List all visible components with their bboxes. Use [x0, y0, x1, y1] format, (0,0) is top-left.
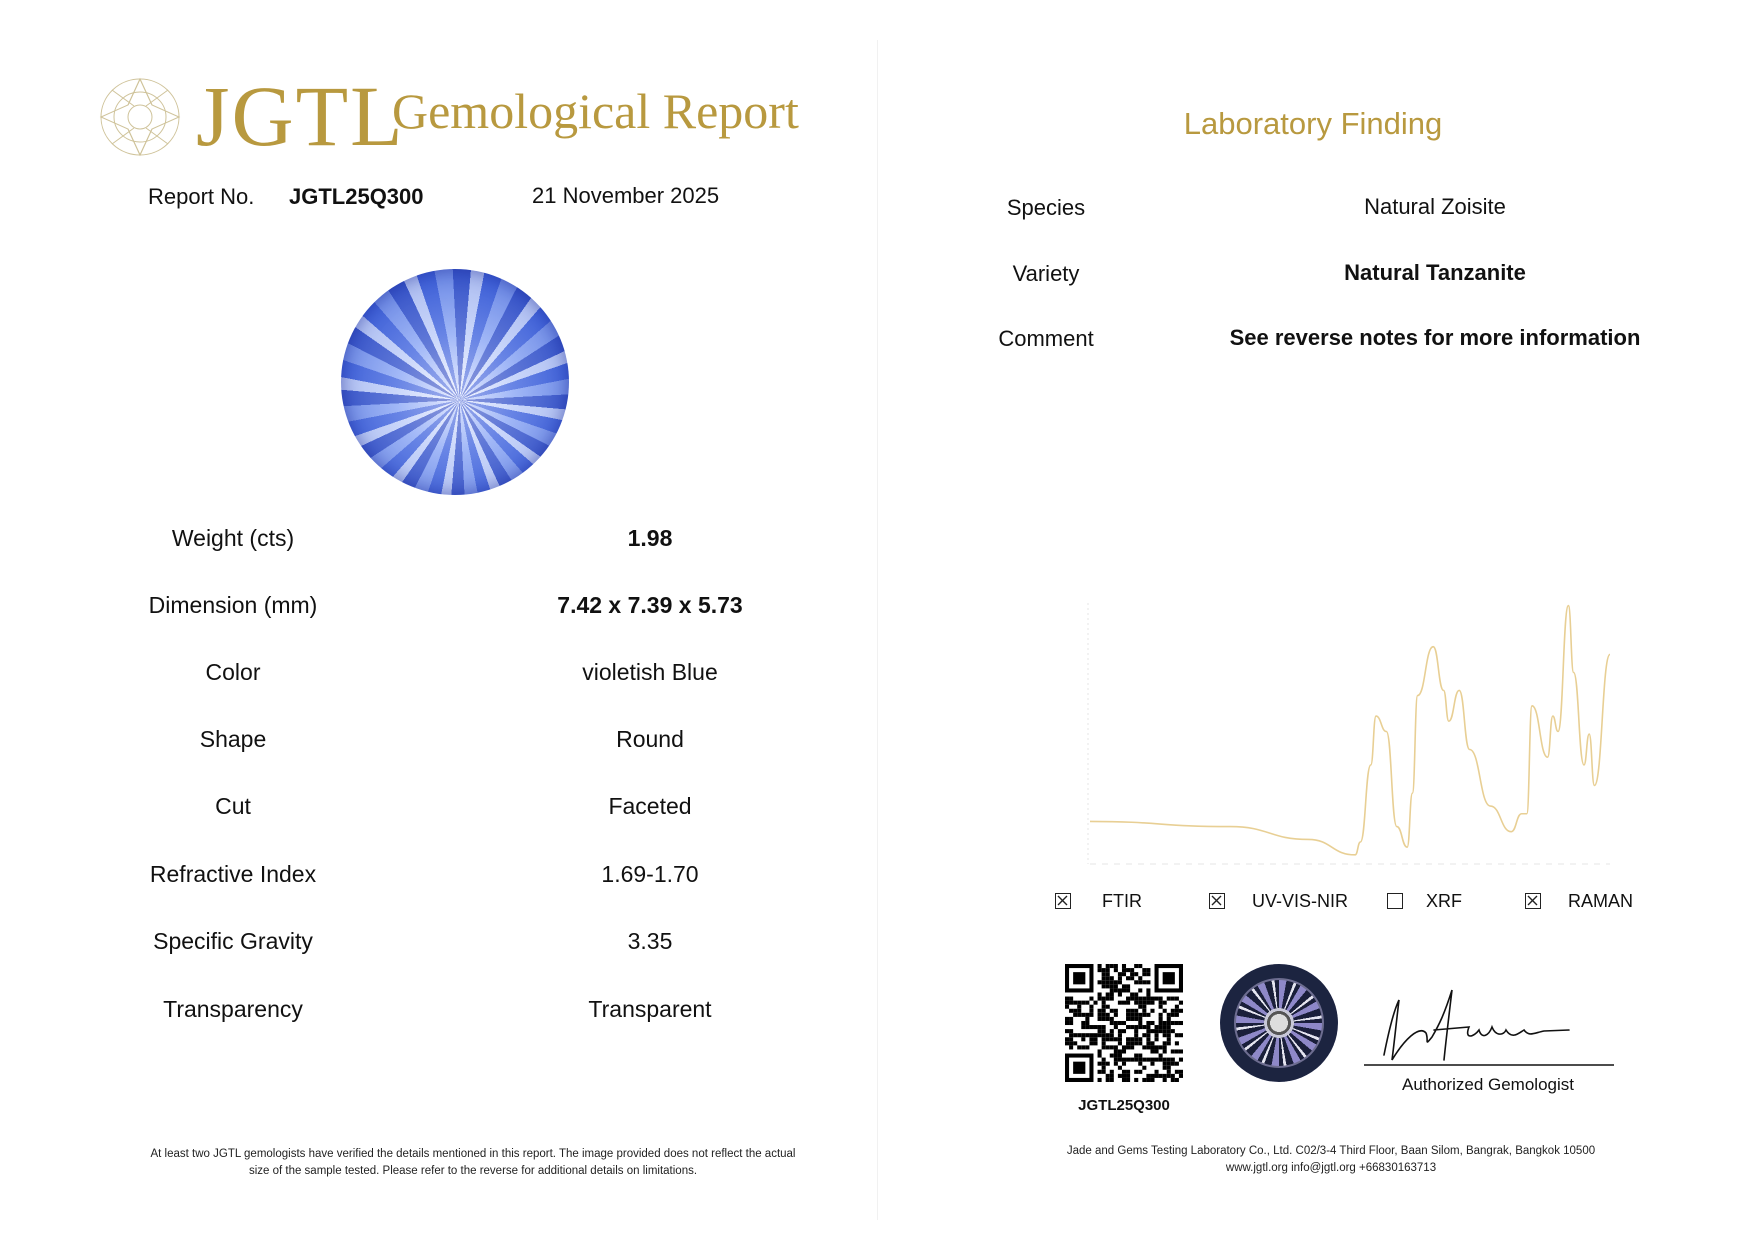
detail-value: violetish Blue	[582, 659, 718, 685]
detail-label: Transparency	[163, 996, 303, 1022]
spectrum-line	[1089, 604, 1611, 856]
signature-image	[1364, 989, 1614, 1066]
finding-label: Species	[1006, 195, 1086, 220]
logo-gem-icon	[99, 77, 181, 157]
check-x-icon	[1211, 895, 1222, 906]
method-label: UV-VIS-NIR	[1252, 891, 1349, 911]
method-checkbox-xrf[interactable]	[1387, 893, 1403, 909]
qr-code[interactable]	[1065, 964, 1183, 1082]
finding-label: Variety	[1012, 261, 1080, 286]
report-no-value: JGTL25Q300	[289, 184, 424, 209]
detail-value: Faceted	[608, 793, 692, 819]
check-x-icon	[1057, 895, 1068, 906]
finding-value: Natural Tanzanite	[1344, 260, 1526, 285]
detail-label: Color	[205, 659, 261, 685]
page-title: Gemological Report	[392, 83, 799, 139]
detail-label: Shape	[199, 726, 267, 752]
logo-text: JGTL	[196, 68, 405, 164]
lab-seal-icon	[1220, 964, 1338, 1082]
detail-label: Dimension (mm)	[148, 592, 318, 618]
detail-label: Cut	[215, 793, 251, 819]
method-label: XRF	[1426, 891, 1462, 911]
disclaimer-line-2: size of the sample tested. Please refer …	[248, 1165, 698, 1177]
method-label: RAMAN	[1568, 891, 1634, 911]
method-checkbox-raman[interactable]	[1525, 893, 1541, 909]
check-x-icon	[1527, 895, 1538, 906]
detail-value: 7.42 x 7.39 x 5.73	[557, 592, 743, 618]
detail-value: Round	[616, 726, 684, 752]
report-no-label: Report No.	[148, 184, 255, 209]
method-label: FTIR	[1102, 891, 1142, 911]
detail-label: Refractive Index	[149, 861, 317, 887]
spectrum-chart	[1087, 603, 1611, 865]
signature-label: Authorized Gemologist	[1402, 1075, 1574, 1094]
lab-address: Jade and Gems Testing Laboratory Co., Lt…	[1066, 1145, 1596, 1157]
finding-label: Comment	[998, 326, 1094, 351]
disclaimer-line-1: At least two JGTL gemologists have verif…	[150, 1148, 796, 1160]
detail-value: 1.98	[627, 525, 673, 551]
method-checkbox-ftir[interactable]	[1055, 893, 1071, 909]
page-divider	[877, 40, 878, 1220]
findings-title: Laboratory Finding	[1183, 106, 1443, 141]
detail-label: Specific Gravity	[153, 928, 313, 954]
lab-contacts: www.jgtl.org info@jgtl.org +66830163713	[1225, 1162, 1437, 1174]
qr-code-label: JGTL25Q300	[1078, 1097, 1170, 1114]
detail-value: 1.69-1.70	[601, 861, 699, 887]
detail-value: 3.35	[627, 928, 673, 954]
finding-value: Natural Zoisite	[1364, 194, 1506, 219]
detail-value: Transparent	[588, 996, 712, 1022]
report-date: 21 November 2025	[532, 183, 720, 208]
detail-label: Weight (cts)	[171, 525, 295, 551]
finding-value: See reverse notes for more information	[1229, 325, 1641, 350]
method-checkbox-uv-vis-nir[interactable]	[1209, 893, 1225, 909]
gemstone-image	[341, 269, 569, 495]
